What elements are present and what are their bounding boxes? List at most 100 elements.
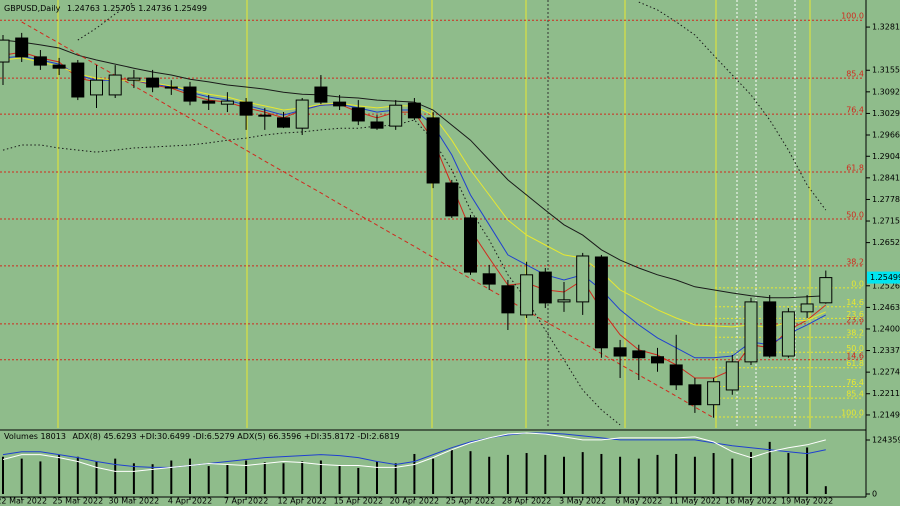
fib-label: 38.2: [846, 329, 864, 338]
fib-label: 100.0: [841, 12, 864, 21]
fib-label: 85.4: [846, 390, 864, 399]
candle-body: [314, 86, 328, 103]
fib-label: 61.8: [846, 164, 864, 173]
price-marker-label: 1.25499: [870, 273, 900, 282]
y-tick-label: 1.24000: [872, 324, 900, 333]
y-tick-label: 1.23370: [872, 346, 900, 355]
fib-label: 23.6: [846, 315, 864, 324]
candle-body: [482, 273, 496, 285]
candle-body: [781, 311, 795, 357]
candle-body: [127, 77, 141, 81]
candle-body: [333, 101, 347, 107]
candle-body: [239, 101, 253, 116]
fib-label: 23.6: [846, 310, 864, 319]
y-tick-label: 1.22740: [872, 368, 900, 377]
candle-body: [800, 303, 814, 313]
fib-label: 14.6: [846, 298, 864, 307]
x-tick-label: 3 May 2022: [559, 497, 606, 506]
x-tick-label: 20 Apr 2022: [390, 497, 439, 506]
price-marker: [867, 271, 900, 284]
candle-body: [725, 361, 739, 391]
candle-body: [613, 347, 627, 357]
candle-body: [707, 381, 721, 406]
candle-body: [389, 104, 403, 127]
y-tick-label: 1.26520: [872, 238, 900, 247]
candle-body: [277, 117, 290, 128]
candle-body: [202, 100, 216, 104]
candle-body: [220, 100, 234, 105]
y-tick-label: 1.29040: [872, 152, 900, 161]
candle-body: [258, 114, 272, 117]
candle-body: [744, 301, 758, 363]
y-tick-label: 1.29660: [872, 131, 900, 140]
x-tick-label: 7 Apr 2022: [224, 497, 268, 506]
x-tick-label: 15 Apr 2022: [334, 497, 383, 506]
volume-panel: 0 124359: [2, 432, 900, 499]
indicator-line: [2, 432, 826, 468]
candle-body: [445, 182, 459, 217]
indicator-line: [2, 119, 621, 426]
x-tick-label: 6 May 2022: [615, 497, 662, 506]
header-high: 1.25705: [103, 4, 136, 13]
candle-body: [108, 74, 122, 96]
candle-body: [146, 77, 160, 88]
candle-body: [370, 121, 384, 129]
candle-body: [351, 107, 365, 122]
candle-body: [520, 274, 534, 316]
fib-label: 38.2: [846, 257, 864, 266]
candle-body: [183, 86, 197, 102]
x-tick-label: 30 Mar 2022: [109, 497, 160, 506]
volume-header: Volumes 18013 ADX(8) 45.6293 +DI:30.6499…: [4, 432, 400, 441]
chart-header: GBPUSD,Daily 1.24763 1.25705 1.24736 1.2…: [4, 4, 207, 13]
fib-label: 50.0: [846, 210, 864, 219]
y-tick-label: 1.24630: [872, 303, 900, 312]
indicator-line: [77, 1, 827, 211]
y-tick-label: 1.32810: [872, 23, 900, 32]
candle-body: [71, 62, 85, 98]
x-tick-label: 19 May 2022: [781, 497, 833, 506]
x-tick-label: 22 Mar 2022: [0, 497, 47, 506]
candle-body: [90, 79, 103, 96]
header-open: 1.24763: [67, 4, 100, 13]
candle-body: [407, 102, 421, 119]
fib-label: 61.8: [846, 359, 864, 368]
y-tick-label: 1.30290: [872, 109, 900, 118]
fib-label: 85.4: [846, 70, 864, 79]
x-tick-label: 25 Mar 2022: [52, 497, 103, 506]
x-tick-label: 16 May 2022: [725, 497, 777, 506]
candle-body: [651, 356, 664, 364]
fib-label: 76.4: [846, 106, 864, 115]
price-axis: 1.32810 1.31550 1.30920 1.30290 1.29660 1.290…: [866, 23, 900, 419]
time-axis: 22 Mar 2022 25 Mar 2022 30 Mar 2022 4 Apr 2…: [0, 497, 833, 506]
candle-body: [15, 37, 29, 58]
x-tick-label: 25 Apr 2022: [446, 497, 495, 506]
header-close: 1.25499: [174, 4, 207, 13]
y-tick-label: 1.27780: [872, 195, 900, 204]
candle-body: [426, 117, 440, 184]
y-tick-label: 1.22110: [872, 389, 900, 398]
candle-body: [164, 86, 178, 89]
x-tick-label: 4 Apr 2022: [168, 497, 212, 506]
fib-label: 100.0: [841, 409, 864, 418]
candle-body: [0, 39, 10, 63]
candle-body: [576, 255, 590, 303]
candle-body: [33, 56, 47, 66]
indicator-line: [2, 432, 826, 472]
candle-body: [538, 271, 552, 304]
candle-body: [557, 299, 571, 303]
y-tick-label: 1.30920: [872, 87, 900, 96]
candles: [0, 32, 833, 418]
candle-body: [295, 99, 309, 129]
y-tick-label: 1.28410: [872, 173, 900, 182]
y-tick-label: 1.25260: [872, 281, 900, 290]
adx-text: ADX(8) 45.6293 +DI:30.6499 -DI:6.5279 AD…: [72, 432, 399, 441]
candle-body: [464, 217, 477, 273]
x-tick-label: 11 May 2022: [669, 497, 721, 506]
candle-body: [501, 285, 515, 314]
candle-body: [688, 384, 702, 406]
fib-label: 50.0: [846, 344, 864, 353]
fib-label: 76.4: [846, 378, 864, 387]
y-tick-label: 1.27150: [872, 217, 900, 226]
